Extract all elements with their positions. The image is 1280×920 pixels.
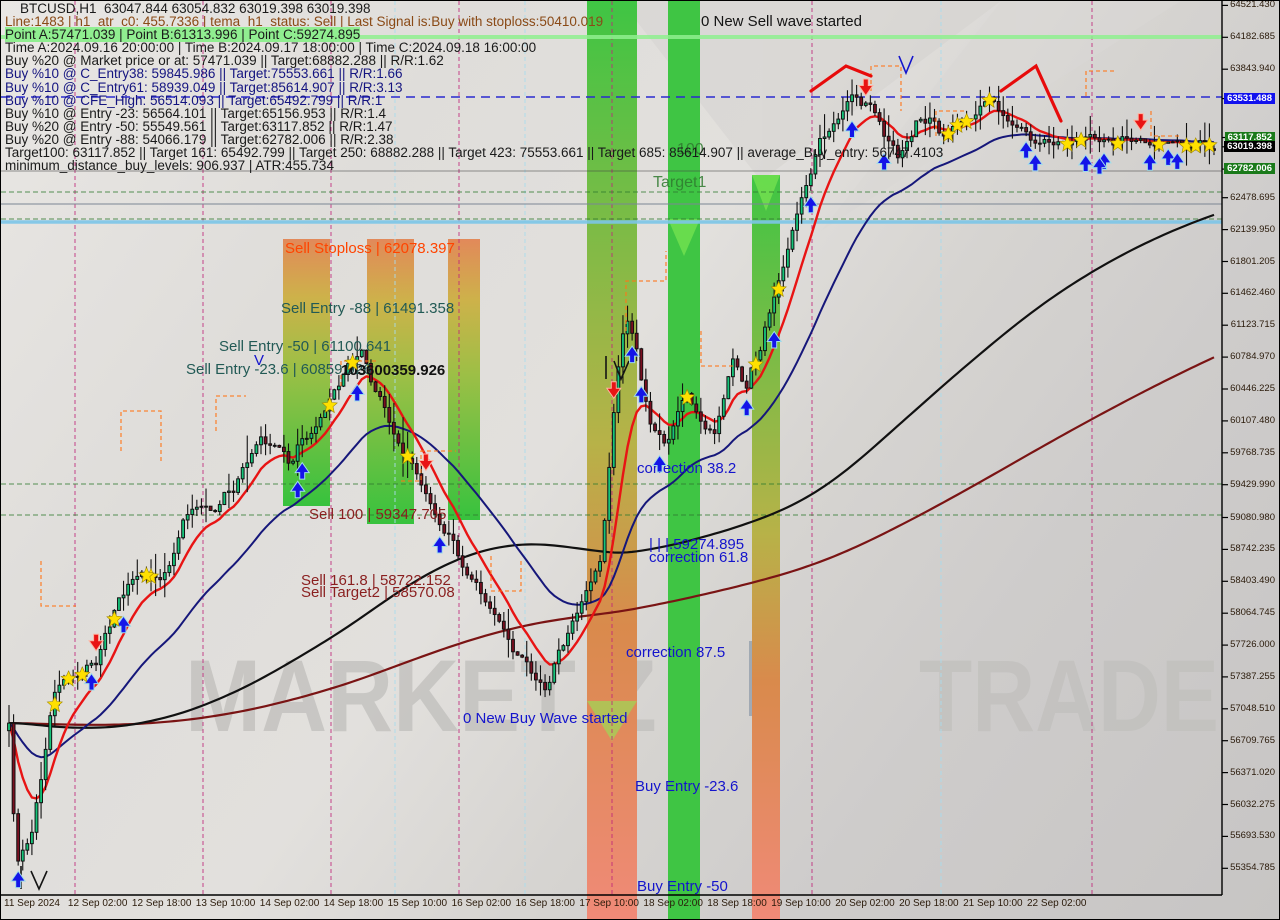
svg-text:V: V (254, 352, 264, 369)
svg-text:Buy Entry -23.6: Buy Entry -23.6 (635, 778, 738, 795)
svg-text:MARKET: MARKET (185, 639, 576, 753)
svg-text:correction 38.2: correction 38.2 (637, 460, 736, 477)
svg-text:Target1: Target1 (653, 174, 706, 191)
svg-text:correction 87.5: correction 87.5 (626, 644, 725, 661)
svg-text:0 New Buy Wave started: 0 New Buy Wave started (463, 710, 628, 727)
svg-text:correction 61.8: correction 61.8 (649, 549, 748, 566)
svg-text:Sell 100 | 59347.705: Sell 100 | 59347.705 (309, 506, 446, 523)
svg-text:Sell Entry -50 | 61100.641: Sell Entry -50 | 61100.641 (219, 338, 391, 355)
svg-text:TRADE: TRADE (919, 639, 1219, 753)
svg-text:103600359.926: 103600359.926 (341, 362, 445, 379)
svg-text:Sell Entry -88 | 61491.358: Sell Entry -88 | 61491.358 (281, 300, 454, 317)
svg-text:Sell Target2 | 58570.08: Sell Target2 | 58570.08 (301, 584, 455, 601)
svg-text:Sell Stoploss | 62078.397: Sell Stoploss | 62078.397 (285, 240, 455, 257)
svg-text:Buy Entry -50: Buy Entry -50 (637, 878, 728, 895)
